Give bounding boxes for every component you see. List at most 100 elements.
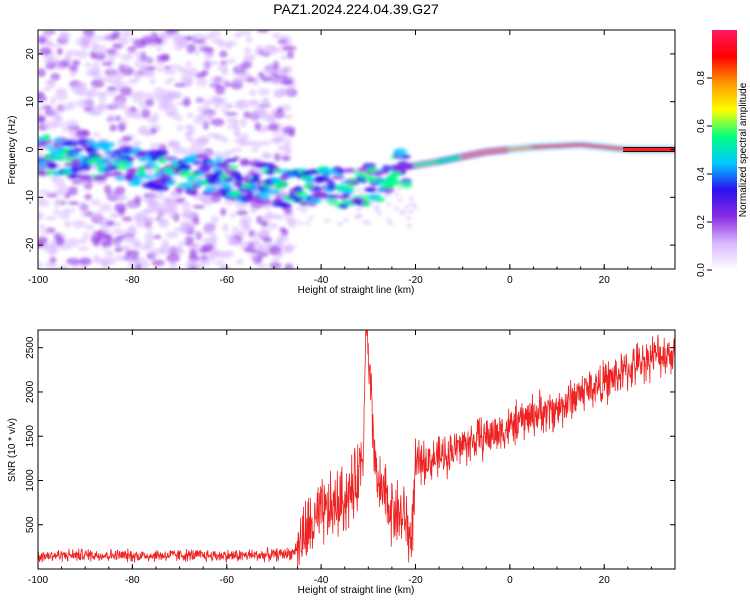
spectrogram-blob <box>234 174 244 182</box>
spectrogram-blob <box>42 133 51 142</box>
spectrogram-blob <box>68 65 79 72</box>
spectrogram-blob <box>220 151 230 159</box>
spectrogram-blob <box>246 190 255 197</box>
spectrogram-blob <box>156 66 164 73</box>
spectrogram-blob <box>366 167 378 173</box>
spectrogram-blob <box>261 75 273 82</box>
spectrogram-blob <box>184 236 195 243</box>
spectrogram-blob <box>68 71 77 77</box>
spectrogram-blob <box>54 199 67 204</box>
y-tick-label: 1000 <box>25 469 36 492</box>
spectrogram-blob <box>47 43 61 48</box>
spectrogram-blob <box>280 55 289 60</box>
spectrogram-blob <box>132 113 145 120</box>
spectrogram-blob <box>221 67 229 76</box>
spectrogram-blob <box>275 74 289 80</box>
y-tick-label: -20 <box>25 237 36 252</box>
spectrogram-blob <box>192 39 206 44</box>
spectrogram-blob <box>257 88 271 96</box>
spectrogram-blob <box>277 145 291 152</box>
spectrogram-blob <box>404 204 411 209</box>
spectrogram-image <box>38 30 675 269</box>
spectrogram-hotspot <box>303 183 314 189</box>
spectrogram-blob <box>194 49 201 56</box>
spectrogram-blob <box>69 152 80 157</box>
spectrogram-blob <box>99 203 112 213</box>
spectrogram-blob <box>250 147 259 153</box>
spectrogram-blob <box>249 208 257 214</box>
spectrogram-blob <box>38 36 47 45</box>
spectrogram-blob <box>236 209 248 216</box>
spectrogram-blob <box>178 169 192 178</box>
spectrogram-blob <box>134 59 145 68</box>
spectrogram-blob <box>184 212 195 220</box>
spectrogram-hotspot <box>42 154 53 160</box>
spectrogram-blob <box>325 198 340 205</box>
spectrogram-blob <box>265 64 274 70</box>
spectrogram-blob <box>231 226 240 236</box>
spectrogram-blob <box>267 123 279 131</box>
spectrogram-blob <box>157 104 168 111</box>
spectrogram-blob <box>143 208 153 214</box>
spectrogram-blob <box>170 92 181 99</box>
colorbar-tick-label: 0.6 <box>696 119 707 133</box>
spectrogram-blob <box>40 230 50 235</box>
spectrogram-blob <box>209 83 222 88</box>
spectrogram-blob <box>120 245 132 250</box>
spectrogram-blob <box>221 108 229 114</box>
spectrogram-blob <box>117 123 126 132</box>
spectrogram-blob <box>199 259 211 267</box>
spectrogram-blob <box>249 89 257 97</box>
spectrogram-blob <box>132 93 144 103</box>
spectrogram-blob <box>249 254 261 261</box>
spectrogram-blob <box>127 224 137 235</box>
spectrogram-blob <box>201 243 215 252</box>
spectrogram-blob <box>116 196 125 202</box>
spectrogram-blob <box>209 60 219 65</box>
spectrogram-blob <box>362 162 377 168</box>
spectrogram-blob <box>168 261 178 269</box>
spectrogram-blob <box>301 209 308 214</box>
spectrogram-blob <box>295 206 302 211</box>
spectrogram-blob <box>224 111 238 117</box>
spectrogram-blob <box>67 186 79 196</box>
spectrogram-blob <box>84 193 92 201</box>
spectrogram-blob <box>188 254 200 262</box>
spectrogram-blob <box>278 88 293 95</box>
x-tick-label: -60 <box>220 275 235 286</box>
spectrogram-blob <box>304 221 311 226</box>
spectrogram-blob <box>245 76 256 83</box>
spectrogram-blob <box>46 78 57 88</box>
spectrogram-blob <box>142 197 155 203</box>
spectrogram-blob <box>219 50 228 58</box>
spectrogram-blob <box>158 247 167 254</box>
spectrogram-blob <box>155 184 170 192</box>
x-tick-label: 0 <box>507 575 513 586</box>
spectrogram-blob <box>337 222 344 227</box>
spectrogram-blob <box>84 62 93 68</box>
spectrogram-blob <box>397 198 404 203</box>
spectrogram-blob <box>89 87 98 97</box>
spectrogram-blob <box>304 176 315 184</box>
spectrogram-blob <box>203 33 215 40</box>
spectrogram-blob <box>119 86 133 96</box>
spectrogram-blob <box>132 213 146 222</box>
spectrogram-blob <box>112 170 123 178</box>
spectrogram-blob <box>214 104 221 110</box>
spectrogram-blob <box>149 248 161 257</box>
spectrogram-blob <box>161 238 169 249</box>
snr-background <box>38 330 675 569</box>
spectrogram-blob <box>233 32 242 39</box>
spectrogram-blob <box>114 115 122 122</box>
spectrogram-blob <box>156 46 163 52</box>
spectrogram-blob <box>114 186 126 195</box>
spectrogram-blob <box>189 242 202 250</box>
spectrogram-blob <box>276 67 288 76</box>
spectrogram-blob <box>90 198 102 206</box>
spectrogram-blob <box>181 201 191 211</box>
x-tick-label: 0 <box>507 275 513 286</box>
spectrogram-blob <box>286 50 295 59</box>
spectrogram-blob <box>229 212 237 218</box>
spectrogram-blob <box>385 217 392 222</box>
spectrogram-blob <box>238 140 251 147</box>
